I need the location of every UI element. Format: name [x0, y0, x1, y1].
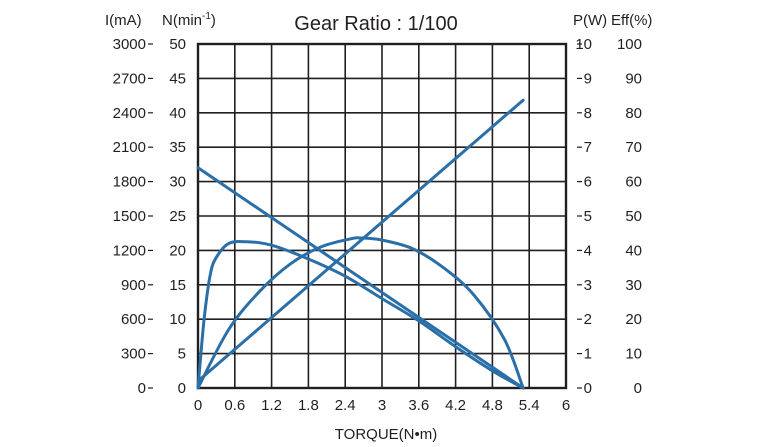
y-axis-label-current: I(mA)	[105, 12, 142, 29]
x-tick-label: 5.4	[519, 397, 540, 414]
y-tick-label-0: 2400	[113, 105, 146, 122]
x-tick-label: 4.2	[445, 397, 466, 414]
x-tick-label: 3	[378, 397, 386, 414]
y-tick-label-2: 3	[584, 277, 592, 294]
y-tick-label-1: 5	[178, 346, 186, 363]
y-tick-label-2: 7	[584, 139, 592, 156]
series-line-current	[196, 98, 525, 383]
axis-headers: I(mA) N(min-1) P(W) Eff(%)	[105, 11, 652, 29]
y-tick-label-0: 1500	[113, 208, 146, 225]
y-tick-label-0: 900	[121, 277, 146, 294]
x-tick-label: 4.8	[482, 397, 503, 414]
y-tick-label-3: 60	[625, 174, 642, 191]
y-tick-label-1: 35	[169, 139, 186, 156]
chart-title: Gear Ratio : 1/100	[294, 13, 457, 35]
y-tick-label-3: 20	[625, 311, 642, 328]
y-tick-label-2: 10	[575, 36, 592, 53]
y-tick-label-2: 8	[584, 105, 592, 122]
y-tick-label-3: 80	[625, 105, 642, 122]
y-tick-label-1: 50	[169, 36, 186, 53]
x-axis-label: TORQUE(N•m)	[335, 426, 437, 443]
y-tick-label-1: 0	[178, 380, 186, 397]
x-tick-label: 3.6	[408, 397, 429, 414]
y-tick-label-3: 100	[617, 36, 642, 53]
y-tick-label-2: 9	[584, 70, 592, 87]
y-tick-label-0: 2100	[113, 139, 146, 156]
y-tick-label-1: 25	[169, 208, 186, 225]
series-line-efficiency	[196, 240, 525, 390]
y-tick-label-3: 50	[625, 208, 642, 225]
series-lines	[196, 98, 525, 390]
y-tick-label-3: 90	[625, 70, 642, 87]
y-tick-label-1: 30	[169, 174, 186, 191]
y-tick-label-2: 1	[584, 346, 592, 363]
y-tick-label-0: 600	[121, 311, 146, 328]
plot-frame	[196, 42, 568, 390]
y-tick-label-2: 0	[584, 380, 592, 397]
y-tick-label-3: 40	[625, 242, 642, 259]
y-tick-label-0: 0	[138, 380, 146, 397]
x-tick-label: 0	[194, 397, 202, 414]
y-tick-label-1: 40	[169, 105, 186, 122]
y-tick-label-0: 3000	[113, 36, 146, 53]
x-tick-label: 0.6	[224, 397, 245, 414]
y-tick-label-1: 15	[169, 277, 186, 294]
y-axis-label-speed: N(min-1)	[162, 11, 216, 29]
x-tick-label: 2.4	[335, 397, 356, 414]
x-tick-label: 1.2	[261, 397, 282, 414]
y-tick-label-0: 1200	[113, 242, 146, 259]
y-tick-label-1: 45	[169, 70, 186, 87]
y-tick-label-3: 30	[625, 277, 642, 294]
plot-grid	[196, 42, 568, 390]
series-line-speed	[196, 166, 525, 390]
y-tick-label-0: 2700	[113, 70, 146, 87]
y-tick-label-1: 10	[169, 311, 186, 328]
x-tick-label: 6	[562, 397, 570, 414]
x-tick-label: 1.8	[298, 397, 319, 414]
axis-ticks: 0 0.6 1.2 1.8 2.4 3 3.6 4.2 4.8 5.4 60300600900120…	[113, 36, 642, 414]
y-tick-label-2: 2	[584, 311, 592, 328]
series-line-power	[196, 236, 525, 390]
y-tick-label-0: 1800	[113, 174, 146, 191]
y-axis-label-efficiency: Eff(%)	[611, 12, 652, 29]
y-tick-label-1: 20	[169, 242, 186, 259]
y-tick-label-2: 4	[584, 242, 592, 259]
y-tick-label-3: 0	[634, 380, 642, 397]
y-tick-label-3: 10	[625, 346, 642, 363]
y-tick-label-2: 5	[584, 208, 592, 225]
y-tick-label-2: 6	[584, 174, 592, 191]
y-tick-label-0: 300	[121, 346, 146, 363]
y-axis-label-power: P(W)	[573, 12, 607, 29]
y-tick-label-3: 70	[625, 139, 642, 156]
